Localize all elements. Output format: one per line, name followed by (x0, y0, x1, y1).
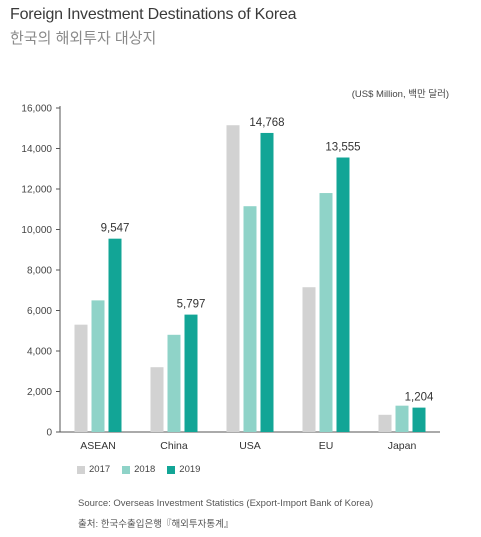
legend-label-2017: 2017 (89, 464, 111, 475)
x-tick-label: China (160, 440, 188, 452)
x-tick-label: Japan (388, 440, 417, 452)
legend-swatch-2017 (77, 465, 85, 474)
legend-item-2019: 2019 (167, 464, 200, 475)
bar-usa-2017 (226, 125, 240, 433)
data-label: 5,797 (177, 299, 206, 311)
data-label: 9,547 (101, 223, 130, 235)
y-tick-label: 2,000 (27, 387, 52, 398)
y-tick-label: 4,000 (27, 347, 52, 358)
bar-japan-2018 (395, 405, 409, 432)
bar-eu-2019 (336, 157, 350, 433)
legend-swatch-2018 (122, 465, 131, 474)
y-tick-label: 16,000 (21, 104, 52, 115)
x-tick-label: EU (319, 440, 334, 452)
source-english: Source: Overseas Investment Statistics (… (78, 498, 374, 509)
bar-china-2019 (184, 314, 198, 432)
chart-title: Foreign Investment Destinations of Korea (10, 6, 297, 23)
legend-item-2018: 2018 (122, 464, 155, 475)
x-tick-label: ASEAN (80, 440, 116, 452)
bar-asean-2018 (91, 300, 105, 432)
y-tick-label: 10,000 (21, 225, 52, 236)
y-tick-label: 12,000 (21, 185, 52, 196)
data-label: 14,768 (249, 117, 284, 129)
legend-item-2017: 2017 (77, 464, 110, 475)
bar-china-2017 (150, 367, 164, 432)
bar-japan-2019 (412, 407, 426, 432)
data-label: 13,555 (325, 142, 360, 154)
chart-subtitle: 한국의 해외투자 대상지 (10, 30, 157, 47)
bar-eu-2018 (319, 193, 333, 432)
legend-label-2019: 2019 (179, 464, 201, 475)
bar-usa-2019 (260, 132, 274, 432)
data-label: 1,204 (405, 392, 434, 404)
legend: 2017 2018 2019 (77, 464, 200, 475)
unit-label: (US$ Million, 백만 달러) (351, 89, 449, 100)
bar-eu-2017 (302, 287, 316, 432)
y-tick-label: 14,000 (21, 144, 52, 155)
y-tick-label: 6,000 (27, 306, 52, 317)
bar-asean-2017 (74, 324, 88, 432)
bar-usa-2018 (243, 206, 257, 432)
bar-china-2018 (167, 334, 181, 432)
bar-asean-2019 (108, 238, 122, 432)
source-korean: 출처: 한국수출입은행『해외투자통계』 (78, 519, 234, 530)
legend-swatch-2019 (167, 465, 176, 474)
y-tick-label: 0 (46, 428, 52, 439)
bar-japan-2017 (378, 414, 392, 432)
x-tick-label: USA (239, 440, 261, 452)
y-tick-label: 8,000 (27, 266, 52, 277)
legend-label-2018: 2018 (134, 464, 156, 475)
